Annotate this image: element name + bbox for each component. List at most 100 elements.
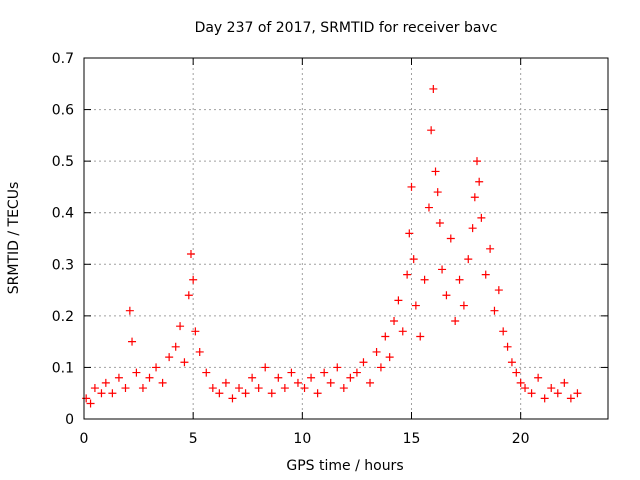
y-tick-label: 0.6 <box>52 103 74 119</box>
data-point <box>381 332 390 341</box>
data-point <box>521 384 530 393</box>
data-point <box>228 394 237 403</box>
data-point <box>560 378 569 387</box>
x-axis-title: GPS time / hours <box>286 458 403 474</box>
data-point <box>398 327 407 336</box>
data-point <box>346 373 355 382</box>
x-tick-label: 5 <box>189 431 198 447</box>
data-point <box>186 249 195 258</box>
data-point <box>409 255 418 264</box>
y-tick-label: 0.2 <box>52 309 74 325</box>
data-point <box>184 291 193 300</box>
data-point <box>566 394 575 403</box>
data-point <box>132 368 141 377</box>
data-point <box>248 373 257 382</box>
data-point <box>507 358 516 367</box>
data-point <box>427 126 436 135</box>
data-point <box>512 368 521 377</box>
data-point <box>499 327 508 336</box>
data-point <box>339 384 348 393</box>
data-point <box>468 224 477 233</box>
data-point <box>405 229 414 238</box>
data-point <box>527 389 536 398</box>
axis-ticks <box>83 57 608 420</box>
data-point <box>540 394 549 403</box>
data-point <box>494 286 503 295</box>
data-point <box>138 384 147 393</box>
tick-labels: 0 5 10 15 20 0 0.1 0.2 0.3 0.4 0.5 0.6 0.7 <box>52 51 530 447</box>
data-point <box>202 368 211 377</box>
y-tick-label: 0.3 <box>52 257 74 273</box>
data-point <box>420 275 429 284</box>
data-point <box>486 244 495 253</box>
data-point <box>372 347 381 356</box>
data-point <box>97 389 106 398</box>
data-point <box>411 301 420 310</box>
data-point <box>176 322 185 331</box>
grid-lines <box>84 58 608 419</box>
data-point <box>287 368 296 377</box>
data-point <box>516 378 525 387</box>
data-point <box>86 399 95 408</box>
data-point <box>189 275 198 284</box>
data-point <box>394 296 403 305</box>
data-point <box>235 384 244 393</box>
data-point <box>313 389 322 398</box>
data-point <box>307 373 316 382</box>
data-point <box>352 368 361 377</box>
data-point <box>101 378 110 387</box>
y-tick-label: 0.7 <box>52 51 74 67</box>
data-point <box>215 389 224 398</box>
data-point <box>429 84 438 93</box>
data-point <box>455 275 464 284</box>
data-point <box>359 358 368 367</box>
data-point <box>475 177 484 186</box>
y-tick-label: 0.1 <box>52 360 74 376</box>
y-axis-title: SRMTID / TECUs <box>6 182 22 295</box>
data-point <box>459 301 468 310</box>
data-point <box>490 306 499 315</box>
data-point <box>254 384 263 393</box>
x-tick-label: 10 <box>293 431 311 447</box>
x-tick-label: 0 <box>80 431 89 447</box>
data-point <box>195 347 204 356</box>
data-point <box>464 255 473 264</box>
x-tick-label: 15 <box>403 431 421 447</box>
data-point <box>433 188 442 197</box>
data-points <box>82 84 582 408</box>
data-point <box>407 182 416 191</box>
data-point <box>90 384 99 393</box>
data-point <box>241 389 250 398</box>
plot-frame <box>83 57 609 420</box>
data-point <box>267 389 276 398</box>
data-point <box>446 234 455 243</box>
data-point <box>503 342 512 351</box>
data-point <box>125 306 134 315</box>
data-point <box>385 353 394 362</box>
data-point <box>573 389 582 398</box>
y-tick-label: 0.4 <box>52 206 74 222</box>
data-point <box>274 373 283 382</box>
data-point <box>280 384 289 393</box>
data-point <box>366 378 375 387</box>
data-point <box>145 373 154 382</box>
data-point <box>333 363 342 372</box>
data-point <box>424 203 433 212</box>
data-point <box>438 265 447 274</box>
data-point <box>300 384 309 393</box>
data-point <box>165 353 174 362</box>
data-point <box>376 363 385 372</box>
chart-title: Day 237 of 2017, SRMTID for receiver bav… <box>195 20 498 36</box>
data-point <box>191 327 200 336</box>
y-tick-label: 0 <box>65 412 74 428</box>
data-point <box>158 378 167 387</box>
data-point <box>416 332 425 341</box>
data-point <box>390 317 399 326</box>
data-point <box>261 363 270 372</box>
plot-background <box>84 58 608 419</box>
data-point <box>121 384 130 393</box>
data-point <box>442 291 451 300</box>
data-point <box>114 373 123 382</box>
data-point <box>553 389 562 398</box>
y-tick-label: 0.5 <box>52 154 74 170</box>
